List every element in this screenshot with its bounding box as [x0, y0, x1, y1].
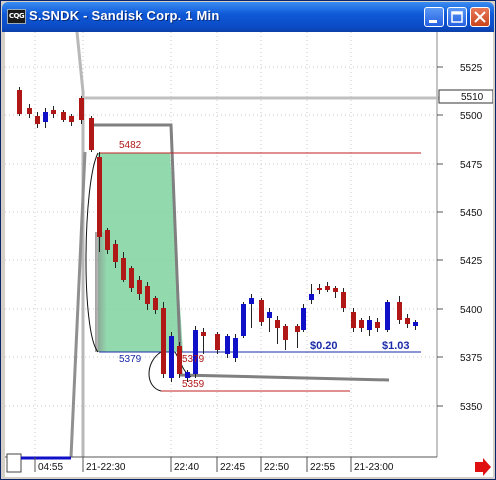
title-bar[interactable]: CQG S.SNDK - Sandisk Corp. 1 Min	[2, 2, 494, 32]
arc-low	[148, 351, 162, 392]
candle-body	[233, 338, 238, 358]
label-5482: 5482	[119, 140, 142, 151]
candle-body	[241, 304, 246, 336]
candle-body	[351, 312, 356, 328]
study-line-left	[69, 151, 87, 458]
time-tick-label: 04:55	[38, 462, 63, 473]
candle-body	[79, 98, 84, 120]
candle-body	[225, 336, 230, 354]
price-axis[interactable]: 5525 5500 5475 5450 5425 5400 5375 5350	[437, 63, 483, 413]
candle-body	[129, 268, 134, 288]
price-tick-label: 5400	[460, 305, 483, 316]
candle-body	[35, 116, 40, 124]
time-axis[interactable]: 04:55 21-22:30 22:40 22:45 22:50 22:55 21-23:0…	[34, 457, 394, 473]
plot-region	[5, 32, 437, 457]
candle-body	[51, 110, 56, 114]
price-tick-label: 5450	[460, 208, 483, 219]
candle-body	[185, 372, 190, 378]
candle-body	[215, 334, 220, 350]
minimize-button[interactable]	[424, 7, 444, 27]
value-label-b: $1.03	[382, 340, 410, 352]
candle-body	[405, 318, 410, 324]
candle-body	[43, 112, 48, 122]
time-tick-label: 21-23:00	[354, 462, 394, 473]
candle-body	[177, 346, 182, 374]
price-tick-label: 5475	[460, 160, 483, 171]
candle-body	[113, 244, 118, 262]
candle-body	[367, 320, 372, 330]
window-title: S.SNDK - Sandisk Corp. 1 Min	[29, 8, 220, 23]
candle-body	[27, 108, 32, 114]
candle-body	[385, 302, 390, 330]
candle-body	[17, 90, 22, 114]
candle-body	[169, 336, 174, 378]
value-label-a: $0.20	[310, 340, 338, 352]
candle-body	[309, 294, 314, 300]
current-price-label: 5510	[461, 92, 484, 103]
scroll-box[interactable]	[6, 453, 22, 473]
maximize-button[interactable]	[447, 7, 467, 27]
candle-body	[341, 292, 346, 308]
candle-body	[295, 326, 300, 332]
close-icon	[474, 11, 486, 23]
candle-body	[201, 332, 206, 336]
candle-body	[121, 258, 126, 280]
time-tick-label: 21-22:30	[86, 462, 126, 473]
candle-body	[301, 308, 306, 330]
app-logo-icon[interactable]: CQG	[7, 9, 26, 24]
arc-left	[85, 152, 99, 353]
candle-body	[193, 330, 198, 374]
candle-body	[397, 302, 402, 320]
maximize-icon	[451, 11, 463, 23]
candle-body	[317, 288, 322, 290]
candle-body	[259, 300, 264, 322]
candle-body	[153, 298, 158, 310]
current-price-box	[438, 89, 493, 104]
candle-body	[105, 230, 110, 250]
price-tick-label: 5375	[460, 353, 483, 364]
label-5359: 5359	[182, 379, 205, 390]
minimize-icon	[429, 20, 437, 23]
label-5379-left: 5379	[119, 354, 142, 365]
candle-body	[333, 288, 338, 292]
candle-body	[145, 286, 150, 304]
price-tick-label: 5500	[460, 111, 483, 122]
study-line-light	[75, 32, 85, 457]
time-axis-bg	[5, 457, 493, 477]
candle-body	[61, 112, 66, 120]
candle-body	[89, 118, 94, 150]
time-tick-label: 22:40	[174, 462, 199, 473]
candle-body	[283, 326, 288, 340]
time-tick-label: 22:45	[220, 462, 245, 473]
candle-body	[249, 298, 254, 304]
close-button[interactable]	[470, 7, 490, 27]
price-tick-label: 5350	[460, 402, 483, 413]
study-line-dark	[89, 123, 390, 382]
candlesticks	[17, 87, 418, 382]
price-tick-label: 5425	[460, 256, 483, 267]
candle-body	[413, 322, 418, 326]
band-shadow	[95, 232, 107, 352]
arrow-right-icon[interactable]	[475, 458, 491, 476]
chart-area[interactable]: 5482 5379 5379 5359 $0.20 $1.03 5525 5500…	[5, 32, 493, 477]
candle-body	[97, 157, 102, 237]
price-chart[interactable]: 5482 5379 5379 5359 $0.20 $1.03 5525 5500…	[5, 32, 493, 477]
candle-body	[359, 320, 364, 328]
candle-body	[69, 116, 74, 122]
price-tick-label: 5525	[460, 63, 483, 74]
time-tick-label: 22:50	[264, 462, 289, 473]
candle-body	[375, 322, 380, 328]
candle-body	[137, 280, 142, 294]
label-5379-right: 5379	[182, 354, 205, 365]
candle-body	[325, 286, 330, 290]
candle-body	[267, 312, 272, 318]
time-tick-label: 22:55	[310, 462, 335, 473]
candle-body	[275, 320, 280, 328]
candle-body	[161, 308, 166, 374]
projection-band	[98, 153, 183, 352]
